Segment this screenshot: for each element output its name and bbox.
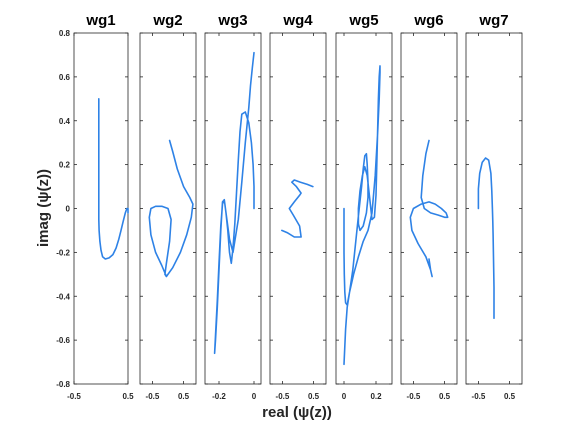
x-tick-label: 0.5 [178, 392, 190, 401]
y-tick-label: -0.8 [56, 380, 70, 389]
axes-box [400, 32, 458, 385]
subplot-wg7: wg7 -0.5 0.5 [465, 12, 523, 401]
subplot-title: wg3 [217, 12, 247, 29]
x-tick-label: 0.5 [122, 392, 134, 401]
subplot-title: wg7 [478, 12, 508, 29]
x-tick-label: -0.5 [276, 392, 290, 401]
y-tick-label: 0.6 [59, 73, 71, 82]
x-tick-label: 0 [252, 392, 257, 401]
subplot-wg6: wg6 -0.5 0.5 [400, 12, 458, 401]
subplot-title: wg4 [282, 12, 313, 29]
y-axis-label: imag (ψ(z)) [35, 169, 52, 247]
subplot-wg4: wg4 -0.5 0.5 [269, 12, 327, 401]
y-tick-label: -0.6 [56, 336, 70, 345]
x-tick-label: -0.5 [67, 392, 81, 401]
x-tick-label: 0 [342, 392, 347, 401]
y-tick-label: 0 [66, 205, 71, 214]
y-tick-label: -0.4 [56, 292, 70, 301]
subplot-wg3: wg3 -0.2 0 [204, 12, 262, 401]
x-tick-label: 0.5 [439, 392, 451, 401]
x-tick-label: 0.2 [370, 392, 382, 401]
subplot-title: wg2 [152, 12, 182, 29]
x-tick-label: -0.5 [407, 392, 421, 401]
series-line-wg6 [409, 139, 449, 278]
y-tick-label: -0.2 [56, 248, 70, 257]
subplot-wg5: wg5 0 0.2 [335, 12, 393, 401]
x-tick-label: -0.5 [146, 392, 160, 401]
axes-box [269, 32, 327, 385]
subplot-title: wg5 [348, 12, 378, 29]
x-tick-label: -0.2 [212, 392, 226, 401]
x-tick-label: -0.5 [472, 392, 486, 401]
axes-box [204, 32, 262, 385]
series-line-wg7 [477, 157, 495, 320]
subplot-wg1: wg1 -0.8 -0.6 -0.4 -0.2 0 0.2 0.4 0.6 0.8 -0.5 0.5 [56, 12, 134, 401]
series-line-wg4 [280, 179, 314, 238]
series-line-wg3 [213, 51, 255, 355]
subplot-title: wg6 [413, 12, 443, 29]
subplot-panels: wg1-0.8-0.6-0.4-0.200.20.40.60.8-0.5 0.5w… [56, 12, 523, 401]
series-line-wg2 [148, 139, 194, 278]
y-tick-label: 0.2 [59, 161, 71, 170]
subplot-title: wg1 [85, 12, 115, 29]
axes-box [73, 32, 129, 385]
x-tick-label: 0.5 [308, 392, 320, 401]
y-tick-label: 0.4 [59, 117, 71, 126]
series-line-wg5 [343, 65, 381, 366]
x-axis-label: real (ψ(z)) [262, 404, 332, 421]
axes-box [465, 32, 523, 385]
subplot-wg2: wg2 -0.5 0.5 [139, 12, 197, 401]
y-tick-label: 0.8 [59, 29, 71, 38]
x-tick-label: 0.5 [504, 392, 516, 401]
series-line-wg1 [98, 98, 129, 260]
